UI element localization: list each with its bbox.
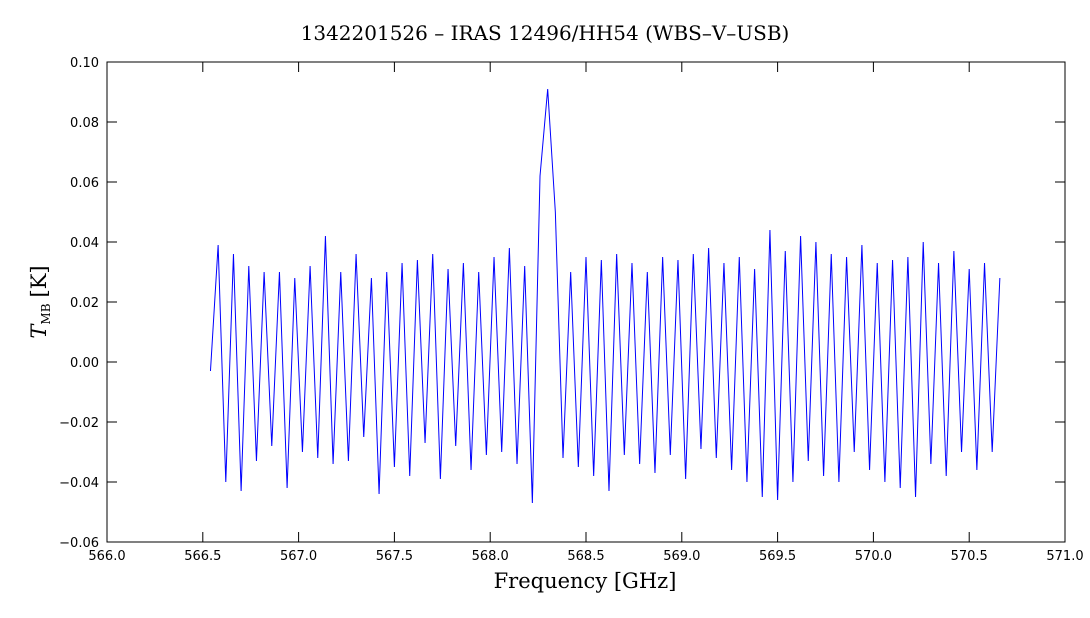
y-axis-label: TMB [K] bbox=[27, 265, 53, 338]
y-label-symbol: T bbox=[27, 323, 51, 339]
y-tick-label: 0.10 bbox=[70, 56, 99, 71]
x-tick-label: 570.5 bbox=[951, 549, 988, 564]
y-tick-label: 0.02 bbox=[70, 296, 99, 311]
x-tick-label: 567.0 bbox=[280, 549, 317, 564]
x-tick-label: 568.0 bbox=[472, 549, 509, 564]
x-tick-label: 569.5 bbox=[759, 549, 796, 564]
y-tick-label: 0.04 bbox=[70, 236, 99, 251]
spectrum-line bbox=[209, 88, 1001, 504]
y-tick-label: 0.06 bbox=[70, 176, 99, 191]
x-axis-label: Frequency [GHz] bbox=[494, 569, 677, 593]
y-tick-label: 0.00 bbox=[70, 356, 99, 371]
y-tick-label: −0.04 bbox=[59, 476, 99, 491]
chart-title: 1342201526 – IRAS 12496/HH54 (WBS–V–USB) bbox=[301, 21, 790, 45]
x-tick-label: 569.0 bbox=[663, 549, 700, 564]
x-tick-label: 567.5 bbox=[376, 549, 413, 564]
x-tick-label: 566.0 bbox=[88, 549, 125, 564]
x-tick-label: 568.5 bbox=[567, 549, 604, 564]
x-tick-label: 571.0 bbox=[1046, 549, 1083, 564]
y-tick-label: −0.02 bbox=[59, 416, 99, 431]
y-label-unit: [K] bbox=[27, 265, 51, 297]
y-label-subscript: MB bbox=[39, 303, 53, 324]
y-tick-label: −0.06 bbox=[59, 536, 99, 551]
x-tick-label: 566.5 bbox=[184, 549, 221, 564]
y-tick-label: 0.08 bbox=[70, 116, 99, 131]
x-tick-label: 570.0 bbox=[855, 549, 892, 564]
